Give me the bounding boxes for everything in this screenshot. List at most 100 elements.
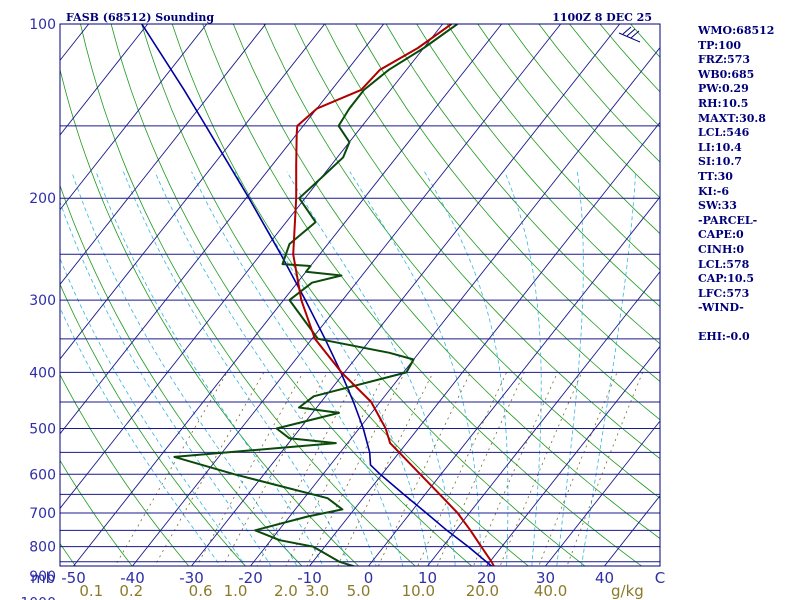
isotherm [191, 24, 621, 566]
dry-adiabat [263, 24, 660, 499]
index-item: RH:10.5 [698, 96, 749, 110]
index-item: FRZ:573 [698, 53, 751, 67]
index-item: -PARCEL- [698, 213, 758, 227]
temperature-tick-label: 30 [536, 569, 555, 587]
mixing-ratio-line [377, 372, 471, 566]
temperature-tick-label: -30 [179, 569, 204, 587]
isotherm [0, 24, 30, 566]
moist-adiabat [234, 171, 430, 566]
mixing-ratio-line [473, 372, 558, 566]
dry-adiabat [385, 24, 660, 345]
mixing-ratio-tick-label: 20.0 [466, 582, 499, 600]
isotherm [60, 24, 149, 136]
moist-adiabat [60, 306, 221, 566]
index-item: LCL:578 [698, 257, 750, 271]
index-item: SI:10.7 [698, 155, 742, 169]
index-item: PW:0.29 [698, 82, 749, 96]
mixing-ratio-tick-label: 1.0 [224, 582, 248, 600]
mixing-ratio-tick-label: 0.1 [79, 582, 103, 600]
dewpoint-trace [173, 24, 458, 566]
pressure-tick-label: 1000 [20, 596, 56, 600]
temperature-tick-label: -10 [297, 569, 322, 587]
isotherm [132, 24, 562, 566]
index-item: -WIND- [698, 301, 744, 315]
mixing-ratio-tick-label: 40.0 [534, 582, 567, 600]
index-item: MAXT:30.8 [698, 111, 766, 125]
isotherm [60, 24, 267, 286]
sounding-profiles [141, 24, 495, 566]
index-item: CAPE:0 [698, 228, 744, 242]
parcel-trace [141, 24, 493, 566]
index-item: LFC:573 [698, 286, 750, 300]
isotherm [427, 270, 660, 566]
dry-adiabat [202, 24, 643, 566]
moist-adiabat [504, 171, 542, 566]
temperature-tick-label: 10 [418, 569, 437, 587]
temperature-tick-label: -50 [61, 569, 86, 587]
mixing-ratio-tick-label: 0.2 [119, 582, 143, 600]
dry-adiabat [60, 283, 246, 566]
mixing-ratio-tick-label: 10.0 [402, 582, 435, 600]
dry-adiabat [416, 24, 660, 308]
pressure-tick-label: 200 [29, 191, 56, 207]
pressure-tick-label: 300 [29, 293, 56, 309]
moist-adiabat [424, 171, 509, 566]
mixing-ratio-line [436, 372, 525, 566]
pressure-tick-label: 600 [29, 467, 56, 483]
isotherm [486, 345, 660, 566]
pressure-tick-label: 900 [29, 569, 56, 585]
mixing-ratio-tick-label: 5.0 [347, 582, 371, 600]
mixing-ratio-unit: g/kg [611, 582, 644, 600]
moist-adiabat [556, 171, 584, 566]
mixing-ratio-line [285, 372, 386, 566]
index-item: KI:-6 [698, 184, 729, 198]
pressure-tick-label: 400 [29, 365, 56, 381]
dry-adiabat [141, 24, 529, 566]
grid-lines [0, 24, 800, 600]
index-item: EHI:-0.0 [698, 330, 750, 344]
dry-adiabat [60, 68, 360, 566]
dry-adiabat [110, 24, 473, 566]
dry-adiabat [171, 24, 586, 566]
index-item: LCL:546 [698, 126, 750, 140]
mixing-ratio-line [337, 372, 434, 566]
isotherm [60, 24, 326, 360]
index-item [698, 316, 774, 331]
mixing-ratio-tick-label: 0.6 [189, 582, 213, 600]
moist-adiabat [60, 257, 247, 566]
pressure-tick-label: 800 [29, 540, 56, 556]
mixing-ratio-line [256, 372, 360, 566]
dry-adiabat [446, 24, 660, 271]
dry-adiabat [232, 24, 660, 540]
index-item: TT:30 [698, 169, 733, 183]
mixing-ratio-line [114, 372, 228, 566]
dry-adiabat [783, 24, 800, 600]
isotherm [368, 196, 660, 566]
dry-adiabat [324, 24, 660, 421]
isotherm [250, 46, 660, 566]
moist-adiabat [286, 171, 456, 566]
temperature-tick-label: 0 [364, 569, 374, 587]
plot-frame [59, 23, 661, 567]
dry-adiabat [60, 184, 303, 566]
axis-label-celsius: C [655, 569, 665, 587]
moist-adiabat [60, 200, 272, 566]
mixing-ratio-tick-label: 2.0 [274, 582, 298, 600]
temperature-trace [292, 24, 495, 566]
mixing-ratio-line [306, 372, 406, 566]
wind-barb [618, 26, 641, 43]
dry-adiabat [60, 542, 77, 566]
stability-indices: WMO:68512 TP:100 FRZ:573 WB0:685 PW:0.29 RH:1… [698, 24, 774, 345]
pressure-tick-label: 500 [29, 422, 56, 438]
moist-adiabat [581, 171, 636, 566]
temperature-tick-label: 40 [595, 569, 614, 587]
index-item: WMO:68512 [698, 24, 775, 37]
dry-adiabat [60, 373, 190, 566]
isotherm [545, 420, 660, 566]
isotherm [60, 24, 208, 211]
isotherm [60, 24, 385, 435]
moist-adiabat [191, 171, 404, 566]
chart-date: 1100Z 8 DEC 25 [552, 11, 652, 24]
index-item: LI:10.4 [698, 140, 742, 154]
mixing-ratio-tick-label: 3.0 [305, 582, 329, 600]
